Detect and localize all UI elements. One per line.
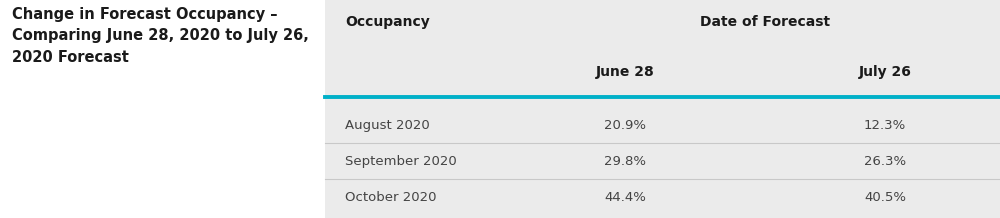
Text: Change in Forecast Occupancy –
Comparing June 28, 2020 to July 26,
2020 Forecast: Change in Forecast Occupancy – Comparing… — [12, 7, 309, 65]
Bar — [325, 0, 1000, 218]
Text: 29.8%: 29.8% — [604, 155, 646, 168]
Text: Date of Forecast: Date of Forecast — [700, 15, 830, 29]
Text: 44.4%: 44.4% — [604, 191, 646, 204]
Text: September 2020: September 2020 — [345, 155, 457, 168]
Text: Occupancy: Occupancy — [345, 15, 430, 29]
Text: October 2020: October 2020 — [345, 191, 436, 204]
Text: 20.9%: 20.9% — [604, 119, 646, 132]
Text: July 26: July 26 — [859, 65, 911, 79]
Text: 12.3%: 12.3% — [864, 119, 906, 132]
Text: June 28: June 28 — [596, 65, 654, 79]
Text: 26.3%: 26.3% — [864, 155, 906, 168]
Text: 40.5%: 40.5% — [864, 191, 906, 204]
Text: August 2020: August 2020 — [345, 119, 430, 132]
